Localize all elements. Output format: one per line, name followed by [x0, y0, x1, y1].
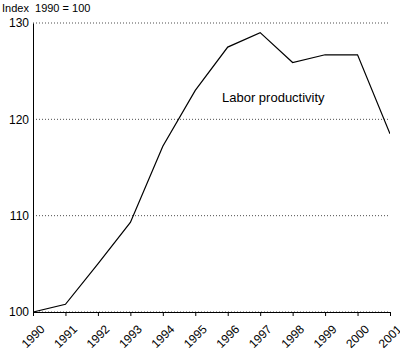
y-axis-title: Index 1990 = 100: [2, 2, 90, 14]
x-tick: 1999: [311, 312, 340, 351]
x-tick-mark: [260, 312, 261, 316]
x-tick-label: 1996: [213, 322, 242, 351]
grid-line: [33, 23, 390, 24]
x-tick-label: 1999: [311, 322, 340, 351]
x-tick: 1993: [116, 312, 145, 351]
x-tick-label: 1990: [19, 322, 48, 351]
x-tick-label: 1998: [278, 322, 307, 351]
series-line: [33, 33, 390, 312]
x-tick: 1990: [19, 312, 48, 351]
y-tick: 120: [9, 113, 33, 127]
x-tick-mark: [163, 312, 164, 316]
series-label: Labor productivity: [222, 90, 325, 105]
y-tick: 130: [9, 16, 33, 30]
y-tick-label: 110: [10, 209, 29, 223]
x-tick-mark: [325, 312, 326, 316]
x-tick-mark: [228, 312, 229, 316]
x-tick: 2001: [376, 312, 400, 351]
x-tick: 1992: [84, 312, 113, 351]
x-tick: 1997: [246, 312, 275, 351]
plot-area: [33, 33, 390, 312]
x-tick-mark: [33, 312, 34, 316]
y-axis-line: [33, 24, 34, 313]
x-tick-label: 1994: [149, 322, 178, 351]
chart: 100 110 120 130 1990199119921993199419951996…: [0, 0, 400, 354]
x-tick-mark: [130, 312, 131, 316]
x-tick-label: 1992: [84, 322, 113, 351]
x-tick-mark: [98, 312, 99, 316]
x-tick-mark: [65, 312, 66, 316]
x-tick-mark: [358, 312, 359, 316]
grid-line: [33, 119, 390, 120]
x-tick: 1998: [278, 312, 307, 351]
x-tick-label: 2001: [376, 322, 400, 351]
x-tick: 1991: [51, 312, 80, 351]
x-tick: 1994: [149, 312, 178, 351]
y-axis: 100 110 120 130: [9, 16, 34, 319]
x-tick-label: 1991: [51, 322, 80, 351]
x-tick-mark: [390, 312, 391, 316]
x-tick: 1996: [213, 312, 242, 351]
x-tick-label: 1995: [181, 322, 210, 351]
x-tick-label: 1997: [246, 322, 275, 351]
y-tick-label: 100: [9, 305, 29, 319]
x-tick-label: 1993: [116, 322, 145, 351]
y-tick-label: 120: [9, 113, 29, 127]
x-tick-label: 2000: [343, 322, 372, 351]
x-tick: 2000: [343, 312, 372, 351]
x-tick-mark: [293, 312, 294, 316]
y-tick: 100: [9, 305, 33, 319]
x-tick: 1995: [181, 312, 210, 351]
x-tick-mark: [195, 312, 196, 316]
grid: [33, 23, 390, 312]
y-tick-label: 130: [9, 16, 29, 30]
y-tick: 110: [10, 209, 33, 223]
x-axis-line: [34, 313, 391, 317]
grid-line: [33, 215, 390, 216]
x-axis: 1990199119921993199419951996199719981999…: [19, 312, 400, 351]
